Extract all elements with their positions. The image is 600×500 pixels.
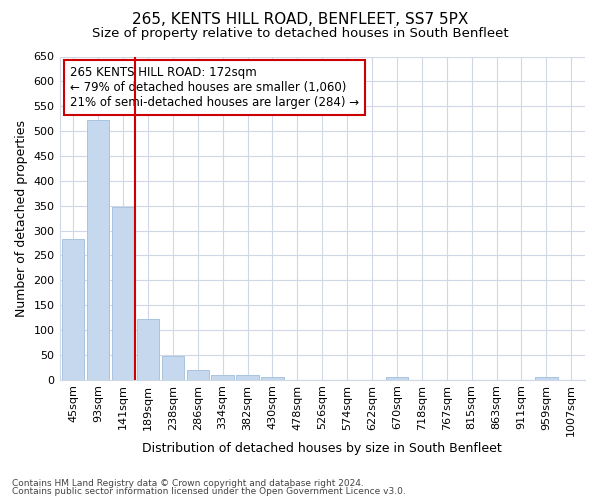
Bar [87, 120, 109, 380]
Y-axis label: Number of detached properties: Number of detached properties [15, 120, 28, 316]
Bar [261, 376, 284, 380]
Text: 265 KENTS HILL ROAD: 172sqm
← 79% of detached houses are smaller (1,060)
21% of : 265 KENTS HILL ROAD: 172sqm ← 79% of det… [70, 66, 359, 109]
Bar [62, 239, 85, 380]
Bar [161, 356, 184, 380]
Text: Size of property relative to detached houses in South Benfleet: Size of property relative to detached ho… [92, 28, 508, 40]
Bar [187, 370, 209, 380]
Bar [137, 319, 159, 380]
Bar [236, 374, 259, 380]
X-axis label: Distribution of detached houses by size in South Benfleet: Distribution of detached houses by size … [142, 442, 502, 455]
Bar [535, 376, 557, 380]
Text: Contains HM Land Registry data © Crown copyright and database right 2024.: Contains HM Land Registry data © Crown c… [12, 478, 364, 488]
Text: 265, KENTS HILL ROAD, BENFLEET, SS7 5PX: 265, KENTS HILL ROAD, BENFLEET, SS7 5PX [132, 12, 468, 28]
Bar [112, 206, 134, 380]
Bar [211, 374, 234, 380]
Text: Contains public sector information licensed under the Open Government Licence v3: Contains public sector information licen… [12, 487, 406, 496]
Bar [386, 376, 408, 380]
